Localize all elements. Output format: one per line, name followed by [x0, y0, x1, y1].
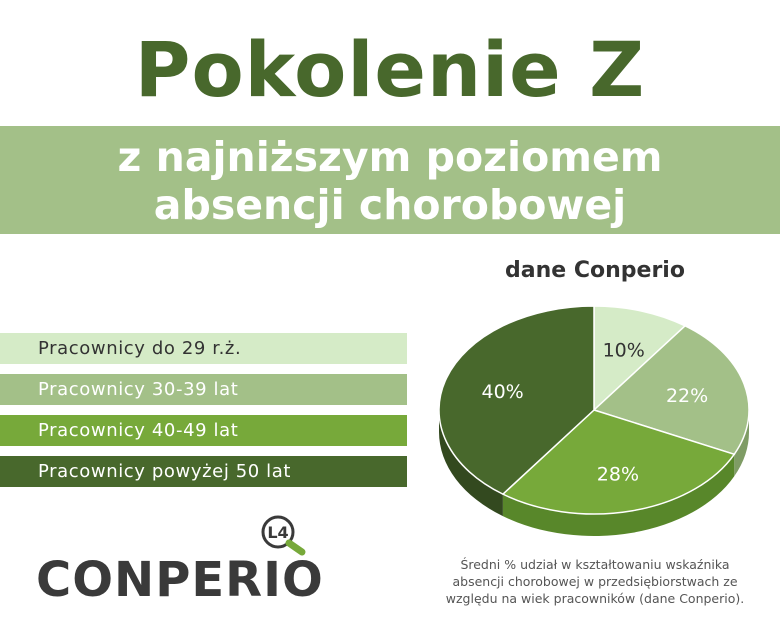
pie-side-over-50: [439, 410, 503, 517]
caption-line-3: względu na wiek pracowników (dane Conper…: [445, 591, 745, 606]
subtitle-banner: z najniższym poziomem absencji chorobowe…: [0, 126, 780, 234]
pie-label-under-29: 10%: [603, 340, 645, 362]
source-label: dane Conperio: [505, 258, 685, 283]
pie-label-40-49: 28%: [597, 463, 639, 485]
legend-item-40-49: Pracownicy 40-49 lat: [0, 415, 407, 446]
conperio-logo: L4 CONPERIO: [36, 512, 336, 612]
pie-label-30-39: 22%: [666, 385, 708, 407]
pie-slice-under-29: [593, 305, 687, 412]
logo-wordmark: CONPERIO: [36, 552, 324, 608]
magnifier-icon: L4: [261, 515, 306, 556]
pie-slice-over-50: [438, 305, 595, 496]
legend-item-30-39: Pracownicy 30-39 lat: [0, 374, 407, 405]
pie-slice-40-49: [501, 409, 736, 515]
legend-item-over-50: Pracownicy powyżej 50 lat: [0, 456, 407, 487]
caption-line-2: absencji chorobowej w przedsiębiorstwach…: [452, 574, 738, 589]
pie-chart: 10% 22% 28% 40%: [438, 305, 750, 536]
page-title: Pokolenie Z: [134, 25, 646, 114]
pie-label-over-50: 40%: [481, 381, 523, 403]
subtitle-line-2: absencji chorobowej: [153, 181, 627, 229]
logo-badge: L4: [267, 523, 288, 542]
subtitle-line-1: z najniższym poziomem: [117, 133, 663, 181]
caption-line-1: Średni % udział w kształtowaniu wskaźnik…: [460, 557, 730, 572]
legend-item-under-29: Pracownicy do 29 r.ż.: [0, 333, 407, 364]
pie-side-40-49: [502, 454, 735, 536]
chart-caption: Średni % udział w kształtowaniu wskaźnik…: [420, 556, 770, 607]
